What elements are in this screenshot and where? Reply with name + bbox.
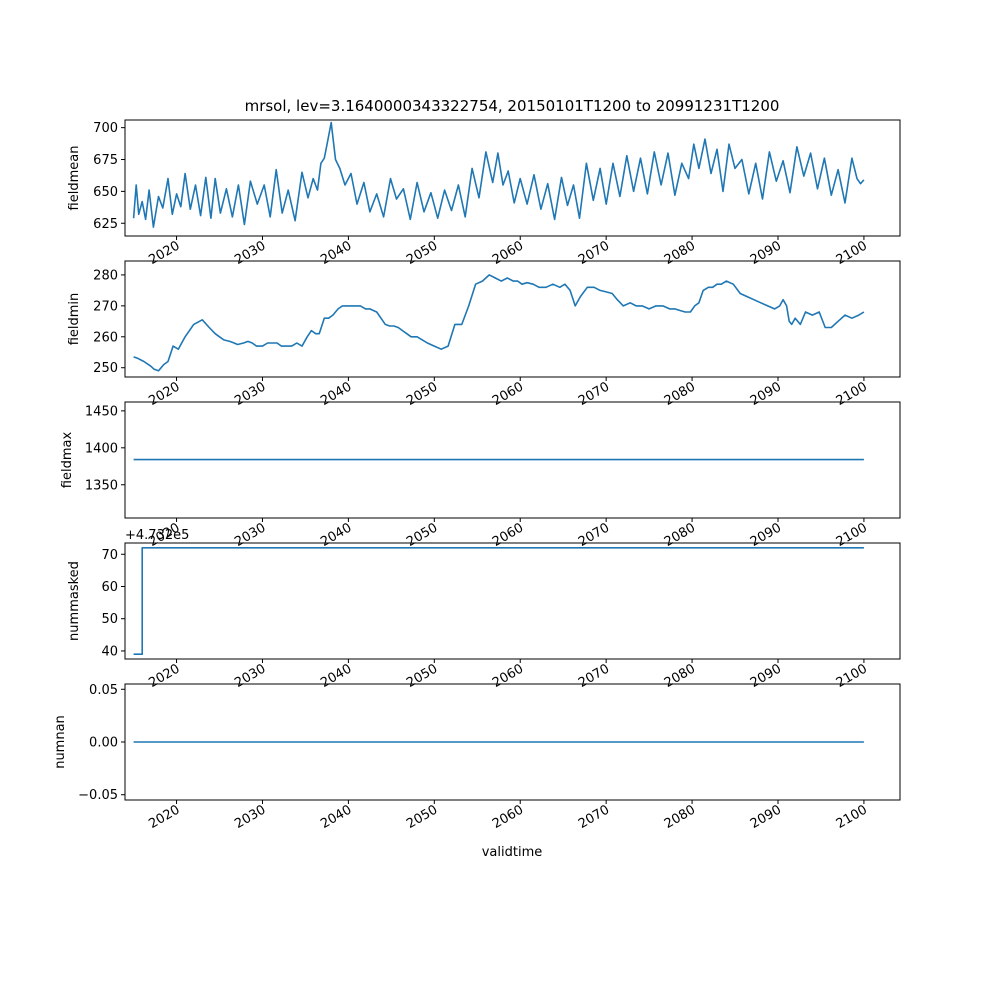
x-tick-label: 2070 [576, 661, 612, 691]
y-tick-label: 1400 [85, 441, 118, 456]
x-tick-label: 2040 [318, 661, 354, 691]
x-tick-label: 2090 [748, 520, 784, 550]
axes-frame [124, 401, 901, 519]
y-tick-label: 1450 [85, 404, 118, 419]
x-tick-label: 2030 [232, 238, 268, 268]
x-tick-label: 2090 [748, 802, 784, 832]
x-tick-label: 2070 [576, 379, 612, 409]
axes-frame [124, 683, 901, 801]
axes-frame [124, 119, 901, 237]
x-tick-label: 2090 [748, 379, 784, 409]
x-tick-label: 2100 [834, 520, 870, 550]
x-tick-label: 2100 [834, 379, 870, 409]
series-line-nummasked [133, 547, 864, 655]
y-axis-label: fieldmean [67, 146, 82, 211]
x-tick-label: 2100 [834, 238, 870, 268]
x-tick-label: 2040 [318, 520, 354, 550]
series-line-fieldmin [133, 274, 865, 372]
x-tick-label: 2070 [576, 238, 612, 268]
y-tick-label: 50 [101, 612, 118, 627]
y-tick-label: 1350 [85, 478, 118, 493]
x-tick-label: 2050 [404, 520, 440, 550]
x-tick-label: 2030 [232, 520, 268, 550]
y-tick-label: 60 [101, 580, 118, 595]
y-axis-label: numnan [53, 715, 68, 769]
y-tick-label: 270 [93, 299, 118, 314]
x-tick-label: 2060 [490, 520, 526, 550]
x-tick-label: 2100 [834, 661, 870, 691]
x-tick-label: 2080 [662, 661, 698, 691]
x-tick-label: 2080 [662, 802, 698, 832]
x-tick-label: 2060 [490, 379, 526, 409]
panel-nummasked: 2020 2030 2040 2050 2060 2070 2080 2090 2100 40 50… [67, 528, 901, 691]
x-tick-label: 2070 [576, 520, 612, 550]
panel-numnan: 2020 2030 2040 2050 2060 2070 2080 2090 2100 −0.0… [53, 683, 901, 832]
x-tick-label: 2060 [490, 802, 526, 832]
y-tick-label: 250 [93, 361, 118, 376]
x-tick-label: 2050 [404, 661, 440, 691]
x-tick-label: 2050 [404, 238, 440, 268]
x-tick-label: 2040 [318, 238, 354, 268]
x-tick-label: 2020 [146, 379, 182, 409]
x-tick-label: 2060 [490, 238, 526, 268]
axes-frame [124, 260, 901, 378]
x-tick-label: 2030 [232, 379, 268, 409]
x-tick-label: 2040 [318, 802, 354, 832]
y-tick-label: 280 [93, 268, 118, 283]
panel-fieldmin: 2020 2030 2040 2050 2060 2070 2080 2090 2100 250 2… [67, 260, 901, 409]
series-line-fieldmean [132, 121, 865, 228]
y-axis-label: fieldmin [67, 293, 82, 346]
y-tick-label: 40 [101, 644, 118, 659]
y-offset-label: +4.732e5 [125, 528, 189, 543]
x-tick-label: 2080 [662, 379, 698, 409]
x-tick-label: 2020 [146, 238, 182, 268]
y-tick-label: −0.05 [78, 788, 118, 803]
x-tick-label: 2080 [662, 520, 698, 550]
x-tick-label: 2020 [146, 661, 182, 691]
y-tick-label: 625 [93, 217, 118, 232]
x-tick-label: 2030 [232, 802, 268, 832]
y-tick-label: 700 [93, 121, 118, 136]
y-axis-label: nummasked [67, 561, 82, 641]
axes-frame [124, 542, 901, 660]
x-tick-label: 2040 [318, 379, 354, 409]
panel-fieldmean: 2020 2030 2040 2050 2060 2070 2080 2090 2100 625 6… [67, 119, 901, 268]
x-tick-label: 2090 [748, 661, 784, 691]
y-tick-label: 260 [93, 330, 118, 345]
y-tick-label: 675 [93, 153, 118, 168]
x-tick-label: 2100 [834, 802, 870, 832]
y-tick-label: 0.00 [89, 736, 118, 751]
y-axis-label: fieldmax [60, 432, 75, 489]
x-tick-label: 2050 [404, 379, 440, 409]
y-tick-label: 70 [101, 548, 118, 563]
x-tick-label: 2090 [748, 238, 784, 268]
x-axis-label: validtime [482, 845, 543, 860]
x-tick-label: 2080 [662, 238, 698, 268]
x-tick-label: 2070 [576, 802, 612, 832]
x-tick-label: 2020 [146, 802, 182, 832]
subplot-stack: 2020 2030 2040 2050 2060 2070 2080 2090 2100 625 6… [53, 119, 901, 832]
chart-title: mrsol, lev=3.1640000343322754, 20150101T… [245, 97, 780, 115]
y-tick-label: 0.05 [89, 683, 118, 698]
x-tick-label: 2030 [232, 661, 268, 691]
y-tick-label: 650 [93, 185, 118, 200]
x-tick-label: 2050 [404, 802, 440, 832]
x-tick-label: 2060 [490, 661, 526, 691]
